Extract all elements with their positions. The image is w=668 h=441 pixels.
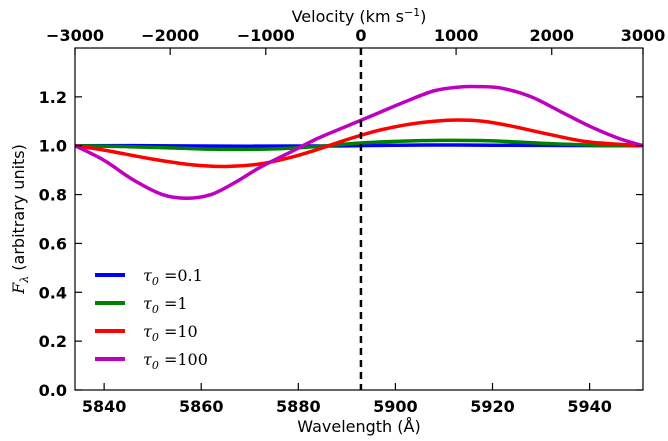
top-axis-label: Velocity (km s−1) (292, 6, 427, 26)
legend-label: τ0 =0.1 (143, 266, 203, 288)
series-layer (75, 84, 643, 200)
legend-sub: 0 (152, 303, 159, 316)
y-tick-label: 1.0 (39, 137, 67, 156)
ticks-layer: 5840 5860 5880 5900 5920 5940 0.0 0.2 0.4 0.6 0.8 1… (39, 26, 666, 416)
y-tick-label: 0.8 (39, 186, 67, 205)
legend-eq: =10 (159, 322, 198, 341)
legend-eq: =100 (159, 350, 208, 369)
top-tick-label: 3000 (621, 26, 666, 45)
x-tick-label: 5920 (470, 397, 515, 416)
top-tick-label: −2000 (141, 26, 199, 45)
y-tick-label: 0.6 (39, 234, 67, 253)
y-tick-label: 0.2 (39, 332, 67, 351)
top-tick-label: −3000 (46, 26, 104, 45)
series-line-1 (75, 138, 643, 152)
y-axis-label-sub: λ (18, 276, 31, 284)
y-axis-label: Fλ (arbitrary units) (9, 144, 31, 295)
legend-sub: 0 (152, 331, 159, 344)
legend-tau: τ (143, 350, 153, 369)
legend-eq: =0.1 (159, 266, 203, 285)
legend-tau: τ (143, 322, 153, 341)
legend-tau: τ (143, 294, 153, 313)
legend-tau: τ (143, 266, 153, 285)
y-tick-label: 0.4 (39, 283, 67, 302)
top-tick-label: −1000 (237, 26, 295, 45)
top-axis-label-main: Velocity (km s (292, 7, 404, 26)
plot-frame (74, 47, 644, 391)
x-tick-label: 5840 (82, 397, 127, 416)
y-axis-label-rest: (arbitrary units) (9, 144, 28, 276)
x-tick-label: 5940 (567, 397, 612, 416)
y-axis-label-f: F (9, 282, 28, 295)
legend-label: τ0 =1 (143, 294, 188, 316)
y-tick-label: 0.0 (39, 381, 67, 400)
legend-eq: =1 (159, 294, 188, 313)
legend-label: τ0 =10 (143, 322, 198, 344)
x-tick-label: 5880 (276, 397, 321, 416)
x-tick-label: 5860 (179, 397, 224, 416)
top-tick-label: 1000 (434, 26, 479, 45)
legend-sub: 0 (152, 275, 159, 288)
legend-sub: 0 (152, 359, 159, 372)
x-tick-label: 5900 (373, 397, 418, 416)
top-axis-label-sup: −1 (404, 6, 420, 19)
legend-label: τ0 =100 (143, 350, 208, 372)
top-axis-label-end: ) (420, 7, 426, 26)
top-tick-label: 2000 (529, 26, 574, 45)
x-axis-label: Wavelength (Å) (297, 417, 420, 436)
top-tick-label: 0 (355, 26, 366, 45)
series-line-0 (75, 143, 643, 148)
y-tick-label: 1.2 (39, 88, 67, 107)
